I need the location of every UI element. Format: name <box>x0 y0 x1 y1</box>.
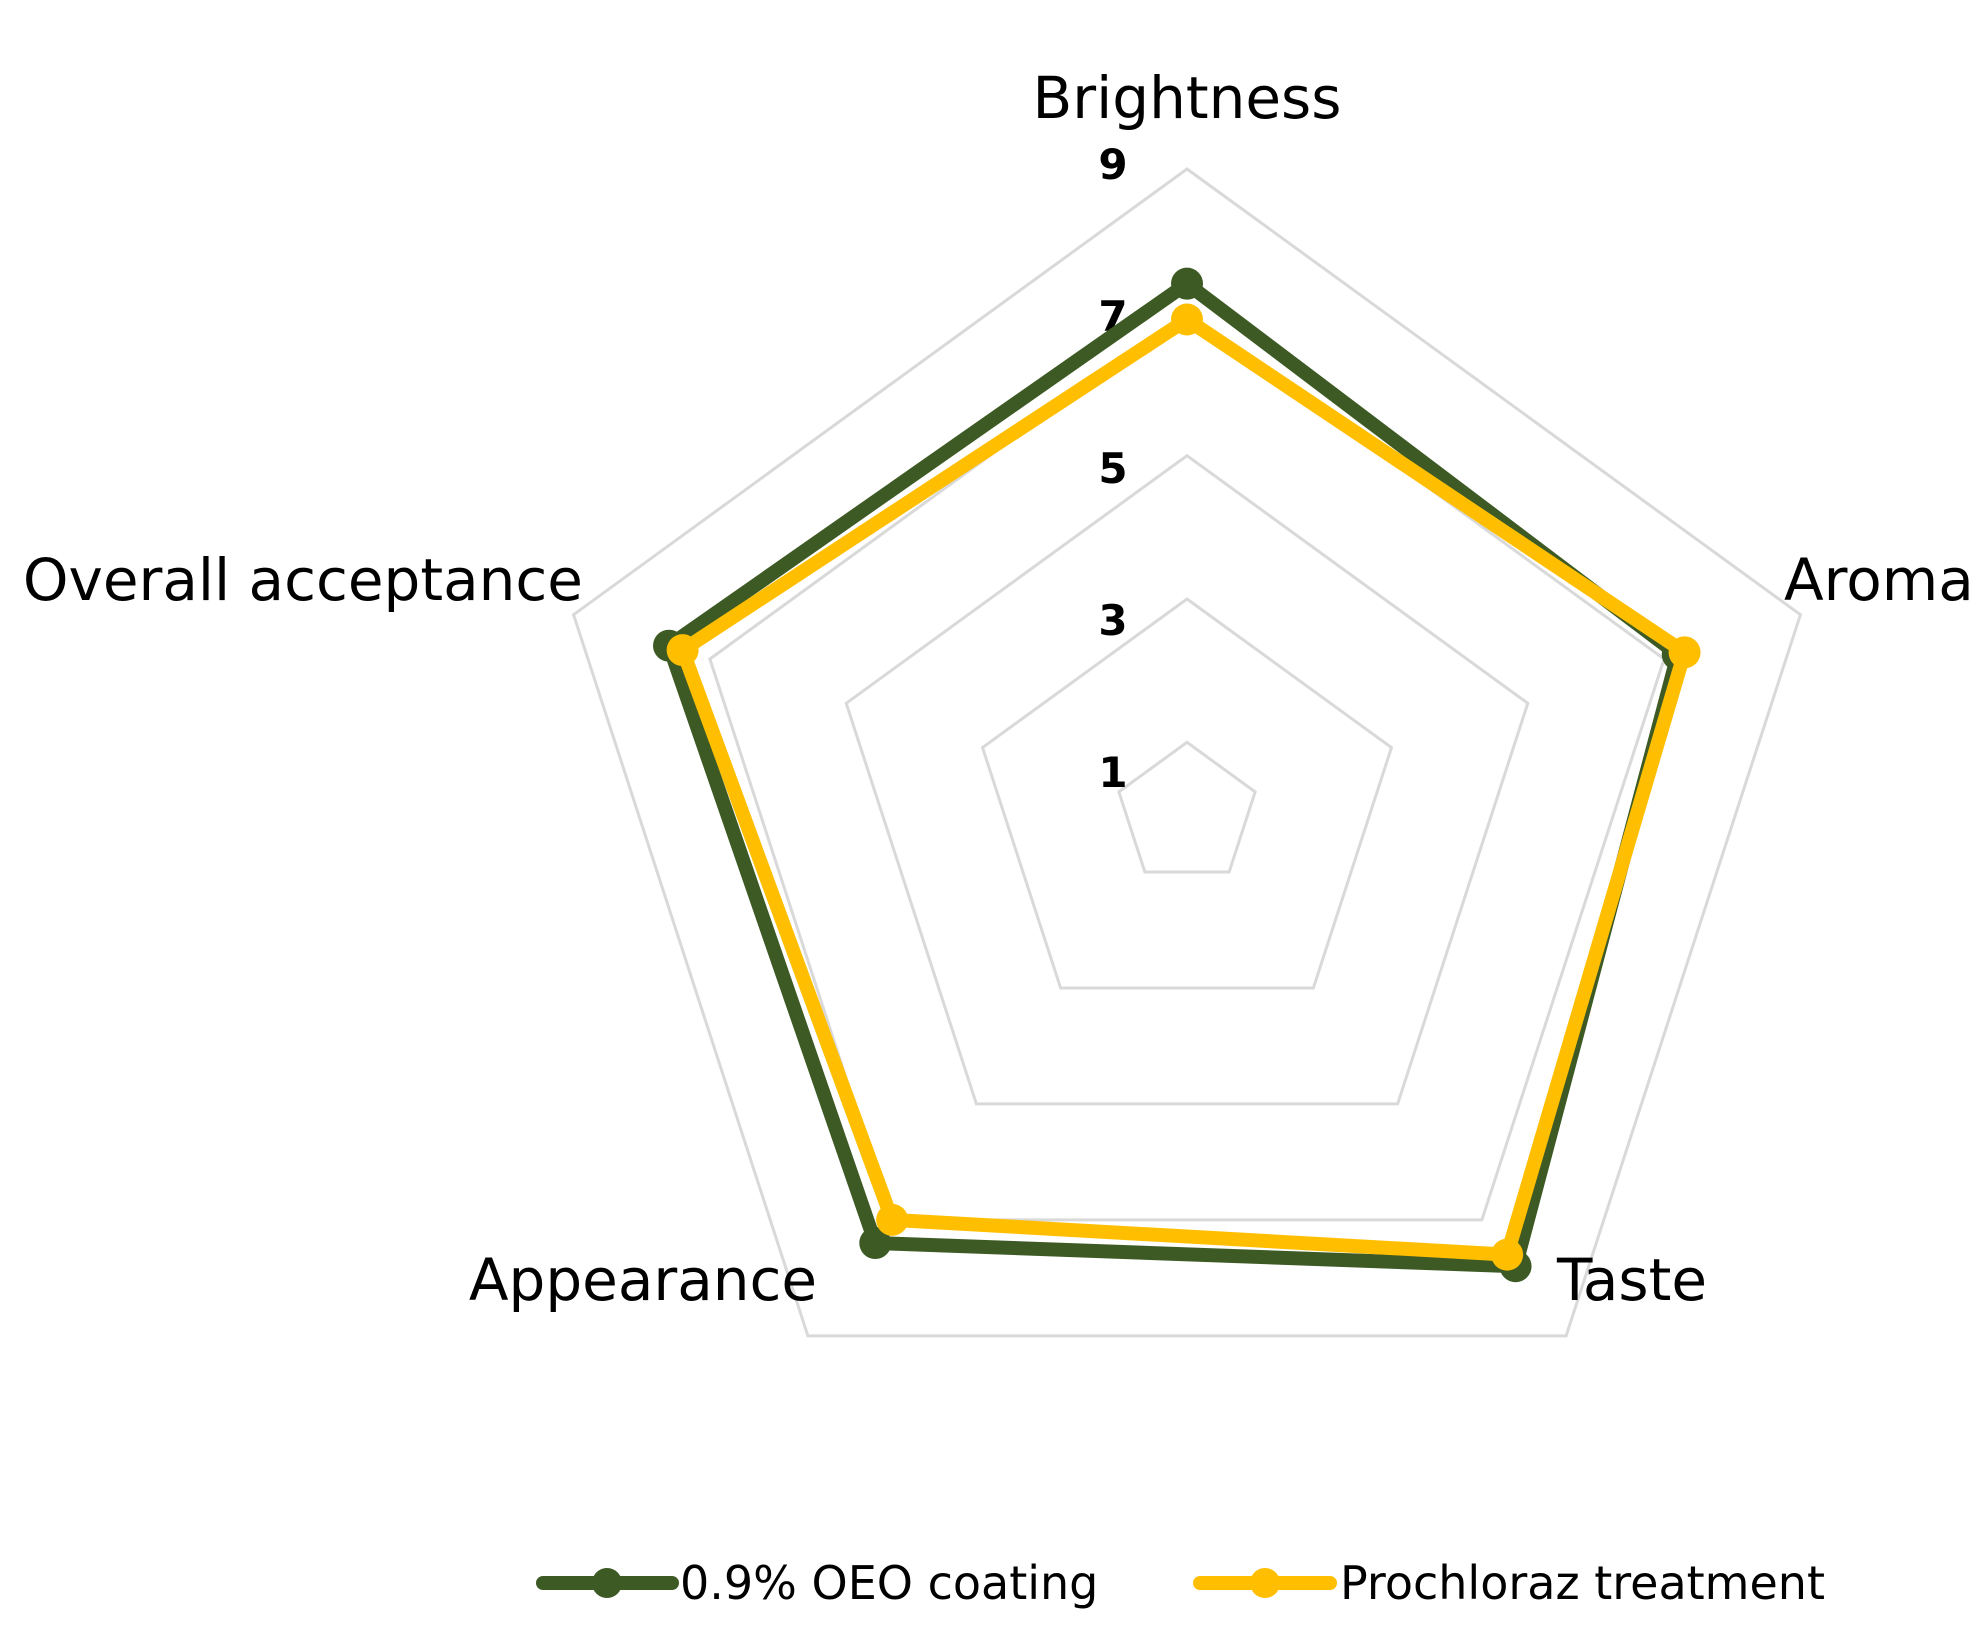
legend-label-prochloraz: Prochloraz treatment <box>1340 1556 1825 1610</box>
legend-marker-oeo-coating <box>592 1568 622 1598</box>
axis-labels: Brightness Aroma Taste Appearance Overal… <box>23 64 1974 1314</box>
legend-item-prochloraz: Prochloraz treatment <box>1193 1556 1825 1610</box>
radial-tick-labels: 1 3 5 7 9 <box>1098 140 1127 797</box>
series-1-point-0 <box>1171 303 1203 336</box>
series-1 <box>666 303 1701 1271</box>
grid-ring-1 <box>1117 740 1257 874</box>
series-line-0 <box>661 276 1685 1274</box>
axis-label-brightness: Brightness <box>1033 64 1342 132</box>
legend-marker-prochloraz <box>1250 1568 1280 1598</box>
series-0-point-0 <box>1171 267 1203 300</box>
legend-label-oeo-coating: 0.9% OEO coating <box>680 1556 1098 1610</box>
radar-series <box>652 267 1701 1283</box>
series-line-1 <box>675 312 1692 1262</box>
grid-ring-5 <box>844 453 1530 1106</box>
tick-label-5: 5 <box>1098 444 1127 493</box>
axis-label-aroma: Aroma <box>1784 546 1974 614</box>
axis-label-taste: Taste <box>1556 1246 1707 1314</box>
axis-label-overall-acceptance: Overall acceptance <box>23 546 583 614</box>
series-0-point-3 <box>859 1227 892 1260</box>
grid-ring-9 <box>571 167 1803 1338</box>
tick-label-9: 9 <box>1098 140 1127 189</box>
grid-ring-3 <box>980 597 1394 990</box>
legend: 0.9% OEO coating Prochloraz treatment <box>536 1556 1825 1610</box>
series-1-point-1 <box>1668 636 1701 669</box>
axis-label-appearance: Appearance <box>469 1246 817 1314</box>
tick-label-1: 1 <box>1098 748 1127 797</box>
series-1-point-3 <box>876 1203 909 1236</box>
tick-label-3: 3 <box>1098 596 1127 645</box>
radar-grid <box>571 167 1803 1338</box>
series-1-point-4 <box>666 634 699 667</box>
grid-ring-7 <box>708 310 1666 1222</box>
legend-item-oeo-coating: 0.9% OEO coating <box>536 1556 1098 1610</box>
series-1-point-2 <box>1491 1238 1524 1271</box>
